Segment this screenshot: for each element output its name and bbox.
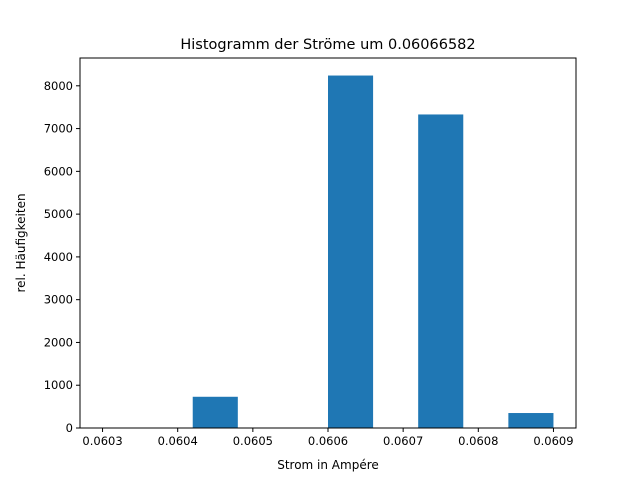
y-tick-label: 3000 [44,293,73,307]
x-axis-label: Strom in Ampére [277,458,379,472]
histogram-bar-3 [192,396,238,428]
x-tick-label: 0.0605 [233,434,273,448]
x-tick-label: 0.0609 [533,434,573,448]
x-tick-label: 0.0603 [82,434,122,448]
histogram-bar-10 [508,413,554,428]
x-axis-ticks: 0.0603 0.0604 0.0605 0.0606 0.0607 0.0608 0.06… [82,428,574,448]
y-tick-label: 8000 [44,79,73,93]
histogram-bar-6 [328,75,374,429]
chart-title: Histogramm der Ströme um 0.06066582 [180,37,475,53]
bars-group [192,75,554,429]
y-tick-label: 1000 [44,378,73,392]
x-tick-label: 0.0604 [158,434,198,448]
y-tick-label: 0 [66,421,73,435]
x-tick-label: 0.0608 [458,434,498,448]
y-tick-label: 6000 [44,164,73,178]
x-tick-label: 0.0606 [308,434,348,448]
y-tick-label: 5000 [44,207,73,221]
y-tick-label: 2000 [44,335,73,349]
x-tick-label: 0.0607 [383,434,423,448]
y-tick-label: 7000 [44,122,73,136]
y-axis-ticks: 0 1000 2000 3000 4000 5000 6000 7000 8000 [44,79,80,435]
y-tick-label: 4000 [44,250,73,264]
histogram-bar-8 [418,114,464,428]
y-axis-label: rel. Häufigkeiten [14,193,28,292]
